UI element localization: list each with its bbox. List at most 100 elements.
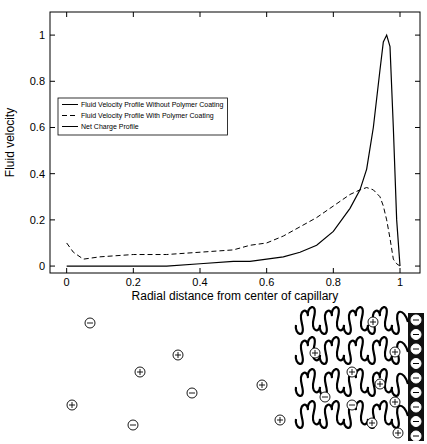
anion [85, 318, 95, 328]
y-tick [50, 173, 55, 174]
y-tick-label: 0.6 [30, 121, 45, 133]
y-tick [50, 127, 55, 128]
x-tick [133, 12, 134, 17]
x-tick-label: 0.4 [192, 276, 207, 288]
sign [315, 350, 316, 356]
x-tick [333, 268, 334, 273]
sign [189, 393, 195, 394]
sign [372, 420, 373, 426]
y-tick-label: 0.2 [30, 214, 45, 226]
cation [257, 380, 267, 390]
y-tick [415, 35, 420, 36]
x-tick [266, 12, 267, 17]
y-tick-label: 1 [39, 29, 45, 41]
cation [390, 397, 400, 407]
y-tick [415, 266, 420, 267]
sign [130, 425, 136, 426]
legend-label: Net Charge Profile [81, 123, 139, 131]
legend-label: Fluid Velocity Profile Without Polymer C… [81, 101, 223, 109]
legend: Fluid Velocity Profile Without Polymer C… [58, 98, 227, 135]
cation [390, 347, 400, 357]
sign [413, 436, 419, 437]
sign [352, 369, 353, 375]
wall-charge [411, 388, 421, 398]
x-tick-label: 1 [397, 276, 403, 288]
polymer-chain [296, 369, 408, 396]
sign [280, 417, 281, 423]
cation [375, 379, 385, 389]
wall-charge [411, 315, 421, 325]
y-axis-title: Fluid velocity [3, 108, 17, 177]
y-tick-label: 0.4 [30, 168, 45, 180]
sign [413, 349, 419, 350]
plot-frame [50, 12, 420, 273]
x-tick [400, 268, 401, 273]
polymer-chain [296, 307, 408, 334]
y-tick [50, 81, 55, 82]
capillary-wall [408, 313, 424, 441]
sign [395, 399, 396, 405]
legend-box [58, 98, 227, 135]
wall-charge [411, 359, 421, 369]
sign [413, 392, 419, 393]
y-tick [50, 266, 55, 267]
figure: 00.20.40.60.8100.20.40.60.81Radial dista… [0, 0, 427, 444]
sign [395, 349, 396, 355]
schematic [67, 307, 424, 441]
sign [413, 378, 419, 379]
wall-charge [411, 330, 421, 340]
sign [140, 369, 141, 375]
sign [349, 405, 355, 406]
x-tick-label: 0 [64, 276, 70, 288]
series-line [67, 35, 400, 266]
anion [320, 392, 330, 402]
sign [373, 319, 374, 325]
sign [72, 402, 73, 408]
x-tick [66, 268, 67, 273]
x-axis-title: Radial distance from center of capillary [132, 289, 339, 303]
y-tick [50, 219, 55, 220]
cation [367, 418, 377, 428]
wall-charge [411, 344, 421, 354]
x-tick-label: 0.8 [326, 276, 341, 288]
sign [398, 430, 399, 436]
anion [347, 400, 357, 410]
cation [393, 428, 403, 438]
wall-charge [411, 373, 421, 383]
wall-charge [411, 417, 421, 427]
legend-sample [62, 126, 78, 127]
cation [310, 348, 320, 358]
y-tick [50, 35, 55, 36]
x-tick [400, 12, 401, 17]
anion [187, 388, 197, 398]
y-tick-label: 0.8 [30, 75, 45, 87]
wall-charge [411, 402, 421, 412]
x-tick [200, 12, 201, 17]
x-tick-label: 0.6 [259, 276, 274, 288]
x-tick [66, 12, 67, 17]
anion [128, 420, 138, 430]
y-tick [415, 219, 420, 220]
x-tick [266, 268, 267, 273]
x-tick [133, 268, 134, 273]
sign [380, 381, 381, 387]
legend-sample [62, 104, 78, 105]
x-tick [333, 12, 334, 17]
sign [178, 352, 179, 358]
cation [368, 317, 378, 327]
sign [413, 407, 419, 408]
y-tick-label: 0 [39, 260, 45, 272]
sign [87, 323, 93, 324]
sign [413, 421, 419, 422]
lines [67, 35, 400, 266]
sign [413, 320, 419, 321]
sign [413, 363, 419, 364]
y-tick [415, 173, 420, 174]
sign [262, 382, 263, 388]
legend-label: Fluid Velocity Profile With Polymer Coat… [81, 112, 214, 120]
sign [413, 334, 419, 335]
x-tick [200, 268, 201, 273]
legend-sample [62, 115, 78, 116]
sign [322, 397, 328, 398]
cation [135, 367, 145, 377]
